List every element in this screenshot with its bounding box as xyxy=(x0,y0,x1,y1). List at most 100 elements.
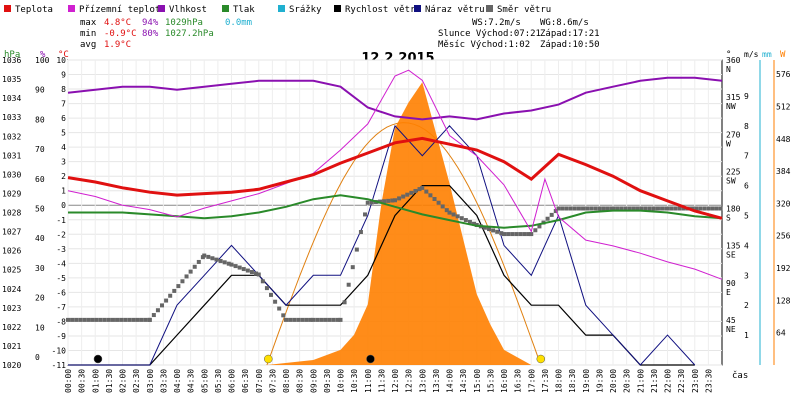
direction-point xyxy=(151,313,156,318)
y-tick-solar: 320 xyxy=(776,199,791,208)
direction-point xyxy=(393,198,397,203)
direction-point xyxy=(66,317,70,322)
stats-sun-set: Západ:17:21 xyxy=(540,29,600,39)
direction-point xyxy=(405,192,410,197)
y-tick-wind: 9 xyxy=(744,92,749,101)
x-tick-label: 08:30 xyxy=(296,369,305,393)
x-tick-label: 15:30 xyxy=(486,369,495,393)
direction-point xyxy=(615,206,620,211)
direction-point xyxy=(327,317,332,322)
direction-point xyxy=(665,206,670,211)
direction-point xyxy=(127,317,132,322)
direction-point xyxy=(323,317,328,322)
direction-point xyxy=(288,317,293,322)
direction-point xyxy=(447,210,452,215)
stats-max-press: 1029hPa xyxy=(165,18,203,28)
direction-point xyxy=(401,194,406,199)
direction-point xyxy=(386,198,391,203)
series-line-humidity xyxy=(67,76,723,121)
direction-point xyxy=(529,232,534,237)
direction-point xyxy=(192,264,197,269)
y-tick-temperature: 0 xyxy=(61,201,66,210)
direction-point xyxy=(581,206,586,211)
y-tick-temperature: 10 xyxy=(56,56,66,65)
direction-point xyxy=(363,212,368,217)
direction-point xyxy=(718,206,723,211)
direction-point xyxy=(510,232,515,237)
direction-point xyxy=(139,317,144,322)
y-tick-wind: 3 xyxy=(744,271,749,280)
direction-point xyxy=(82,317,87,322)
y-tick-pressure: 1025 xyxy=(2,266,21,275)
direction-point xyxy=(94,317,99,322)
direction-point xyxy=(639,206,644,211)
direction-point xyxy=(553,209,558,214)
direction-point xyxy=(119,317,124,322)
moon-marker xyxy=(93,354,103,364)
direction-point xyxy=(311,317,316,322)
legend-label: Rychlost větru xyxy=(345,5,421,15)
direction-point xyxy=(467,219,472,224)
direction-point xyxy=(256,272,261,277)
series-line-ground-temp xyxy=(67,69,723,280)
direction-point xyxy=(358,230,363,235)
direction-point xyxy=(694,206,699,211)
direction-point xyxy=(304,317,309,322)
x-tick-label: 20:30 xyxy=(623,369,632,393)
direction-point xyxy=(568,206,573,211)
unit-deg: ° xyxy=(726,50,731,60)
direction-point xyxy=(226,261,231,266)
y-tick-direction-label: NW xyxy=(726,102,736,111)
y-tick-pressure: 1020 xyxy=(2,361,21,370)
x-tick-label: 09:30 xyxy=(323,369,332,393)
direction-point xyxy=(514,232,519,237)
direction-point xyxy=(436,200,441,205)
x-tick-label: 16:00 xyxy=(500,369,509,393)
y-tick-pressure: 1023 xyxy=(2,304,21,313)
y-tick-direction-label: SE xyxy=(726,251,736,260)
direction-point xyxy=(131,317,136,322)
direction-point xyxy=(106,317,111,322)
direction-point xyxy=(605,206,610,211)
direction-point xyxy=(70,317,75,322)
legend: Teplota Přízemní teplota Vlhkost Tlak Srážky… xyxy=(4,5,551,15)
y-tick-pressure: 1026 xyxy=(2,247,21,256)
y-tick-temperature: -10 xyxy=(52,346,67,355)
y-tick-pressure: 1028 xyxy=(2,209,21,218)
direction-point xyxy=(459,216,464,221)
direction-point xyxy=(417,187,422,192)
x-tick-label: 21:30 xyxy=(650,369,659,393)
direction-point xyxy=(308,317,313,322)
direction-point xyxy=(424,189,429,194)
direction-point xyxy=(451,212,456,217)
direction-point xyxy=(710,206,715,211)
x-tick-label: 04:30 xyxy=(187,369,196,393)
direction-point xyxy=(651,206,656,211)
stats-max-temp: 4.8°C xyxy=(104,18,131,28)
y-tick-direction: 90 xyxy=(726,279,736,288)
direction-point xyxy=(369,200,374,205)
legend-label: Směr větru xyxy=(497,5,551,15)
stats-max-hum: 94% xyxy=(142,18,159,28)
y-tick-direction: 45 xyxy=(726,316,736,325)
y-tick-humidity: 70 xyxy=(35,145,45,154)
x-tick-label: 17:00 xyxy=(527,369,536,393)
stats-min-press: 1027.2hPa xyxy=(165,29,214,39)
direction-point xyxy=(601,206,606,211)
y-tick-direction: 180 xyxy=(726,205,741,214)
direction-point xyxy=(382,199,387,204)
y-tick-pressure: 1033 xyxy=(2,113,21,122)
legend-label: Teplota xyxy=(15,5,53,15)
y-tick-wind: 8 xyxy=(744,122,749,131)
x-tick-label: 23:00 xyxy=(691,369,700,393)
x-tick-label: 01:30 xyxy=(105,369,114,393)
unit-w: W xyxy=(780,50,786,60)
legend-swatch xyxy=(278,5,285,12)
direction-point xyxy=(98,317,103,322)
direction-point xyxy=(350,265,355,270)
direction-point xyxy=(564,206,569,211)
moon-marker xyxy=(366,354,375,364)
direction-point xyxy=(281,313,286,318)
x-tick-label: 22:30 xyxy=(677,369,686,393)
direction-point xyxy=(549,212,554,217)
